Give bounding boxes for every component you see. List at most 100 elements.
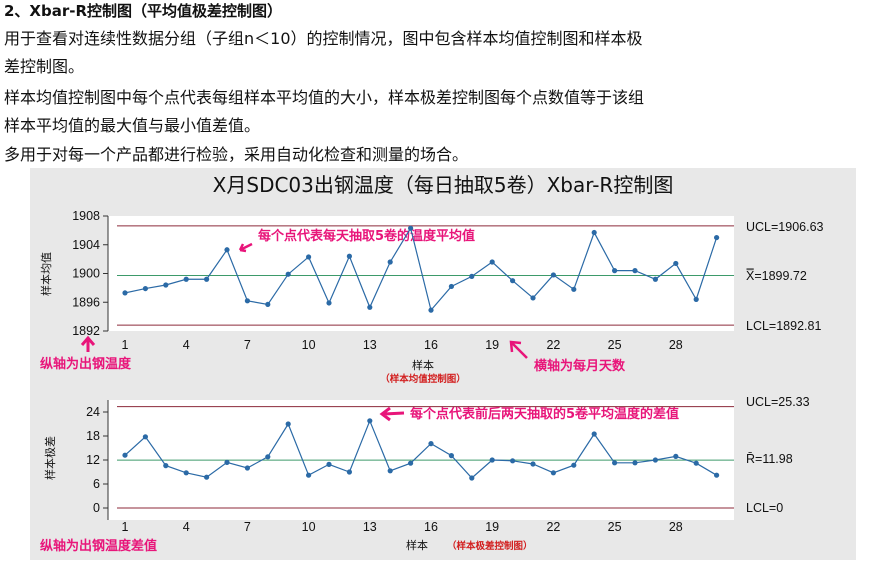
xbar-ucl-label: UCL=1906.63: [746, 220, 824, 234]
range-xtick-label: 7: [244, 520, 251, 534]
paragraph-line-3: 样本均值控制图中每个点代表每组样本平均值的大小，样本极差控制图每个点数值等于该组: [4, 88, 645, 107]
xbar-r-chart: X月SDC03出钢温度（每日抽取5卷）Xbar-R控制图 样本均值 样本 （样本…: [39, 173, 824, 554]
xbar-point: [285, 271, 291, 277]
xbar-marks: 1892 1896 1900 1904 1908 1 4 7 10 13 16 19 22 25 28: [72, 209, 734, 352]
range-point: [428, 441, 434, 447]
xbar-point: [122, 290, 128, 296]
xbar-point: [612, 268, 618, 274]
range-point: [632, 460, 638, 466]
range-point: [550, 470, 557, 476]
xbar-point: [244, 298, 250, 304]
xbar-lcl-label: LCL=1892.81: [746, 319, 821, 333]
range-point: [183, 470, 189, 476]
paragraph-line-2: 差控制图。: [4, 57, 85, 76]
xbar-point: [693, 296, 699, 302]
xbar-point: [428, 307, 434, 313]
range-point: [408, 460, 414, 466]
xbar-point: [530, 295, 536, 301]
xbar-x-note: 横轴为每月天数: [534, 358, 626, 374]
section-heading: 2、Xbar-R控制图（平均值极差控制图）: [4, 2, 283, 20]
range-point: [265, 454, 271, 460]
control-chart-panel: X月SDC03出钢温度（每日抽取5卷）Xbar-R控制图 样本均值 样本 （样本…: [30, 168, 856, 560]
range-xtick-label: 10: [302, 520, 316, 534]
range-point: [530, 461, 536, 467]
range-point: [285, 421, 291, 427]
range-point: [510, 458, 516, 464]
range-point: [346, 469, 352, 475]
xbar-point: [571, 286, 577, 292]
xbar-point: [183, 276, 189, 282]
xbar-point: [510, 278, 516, 284]
xbar-xtick-label: 22: [546, 338, 560, 352]
xbar-xtick-label: 13: [363, 338, 377, 352]
xbar-ytick-label: 1904: [72, 238, 100, 252]
xbar-xtick-label: 7: [244, 338, 251, 352]
range-ylabel: 样本极差: [43, 436, 57, 480]
xbar-y-note: 纵轴为出钢温度: [40, 356, 132, 372]
range-point-annotation: 每个点代表前后两天抽取的5卷平均温度的差值: [410, 406, 679, 422]
range-ytick-label: 18: [86, 429, 100, 443]
paragraph-line-1: 用于查看对连续性数据分组（子组n＜10）的控制情况，图中包含样本均值控制图和样本…: [4, 29, 643, 48]
range-xlabel: 样本: [406, 538, 428, 552]
range-point: [122, 452, 128, 458]
xbar-xtick-label: 1: [122, 338, 129, 352]
xbar-point: [673, 260, 679, 267]
range-xtick-label: 25: [608, 520, 622, 534]
range-ytick-label: 12: [86, 453, 100, 467]
xbar-point: [367, 304, 373, 310]
xbar-point: [387, 259, 393, 265]
range-point: [673, 453, 679, 459]
xbar-point: [408, 225, 414, 231]
range-xtick-label: 19: [485, 520, 499, 534]
range-point: [387, 468, 393, 474]
xbar-xtick-label: 28: [669, 338, 683, 352]
xbar-point: [714, 234, 720, 241]
xbar-point: [591, 229, 597, 236]
range-point: [142, 434, 148, 440]
range-point: [714, 472, 720, 478]
range-point: [224, 459, 230, 465]
range-point: [612, 460, 618, 466]
range-ytick-label: 0: [93, 501, 100, 515]
xbar-point: [163, 282, 169, 288]
range-point: [448, 453, 454, 459]
xbar-xlabel: 样本: [412, 358, 434, 372]
xbar-point: [489, 259, 495, 265]
range-point: [489, 457, 495, 463]
xbar-xtick-label: 19: [485, 338, 499, 352]
xbar-ytick-label: 1896: [72, 295, 100, 309]
xbar-xtick-label: 25: [608, 338, 622, 352]
paragraph-line-5: 多用于对每一个产品都进行检验，采用自动化检查和测量的场合。: [4, 145, 469, 164]
xbar-center-label: X̿=1899.72: [746, 268, 807, 283]
range-xtick-label: 4: [183, 520, 190, 534]
xbar-ytick-label: 1892: [72, 324, 100, 338]
range-xtick-label: 13: [363, 520, 377, 534]
xbar-point: [346, 253, 352, 259]
xbar-point: [224, 247, 230, 253]
xbar-xtick-label: 16: [424, 338, 438, 352]
range-subtitle: （样本极差控制图）: [447, 540, 533, 552]
xbar-point: [550, 272, 557, 278]
xbar-point: [326, 300, 332, 306]
range-point: [306, 472, 312, 478]
xbar-point: [632, 268, 638, 274]
xbar-series-line: [124, 226, 718, 312]
range-point: [367, 418, 373, 424]
range-xtick-label: 16: [424, 520, 438, 534]
xbar-point: [265, 301, 271, 308]
paragraph-line-4: 样本平均值的最大值与最小值差值。: [4, 116, 261, 135]
chart-title: X月SDC03出钢温度（每日抽取5卷）Xbar-R控制图: [213, 173, 674, 197]
range-xtick-label: 28: [669, 520, 683, 534]
xbar-subtitle: （样本均值控制图）: [380, 373, 466, 385]
range-point: [326, 461, 332, 467]
x-note-arrow-icon: [509, 340, 528, 359]
y-note-up-arrow-icon: [80, 335, 96, 352]
xbar-point-annotation: 每个点代表每天抽取5卷的温度平均值: [258, 228, 475, 244]
range-ucl-label: UCL=25.33: [746, 395, 810, 409]
xbar-ytick-label: 1900: [72, 267, 100, 281]
range-point: [571, 462, 577, 468]
xbar-point: [306, 254, 312, 260]
range-lcl-label: LCL=0: [746, 501, 783, 515]
xbar-xtick-label: 10: [302, 338, 316, 352]
xbar-point: [142, 285, 148, 292]
